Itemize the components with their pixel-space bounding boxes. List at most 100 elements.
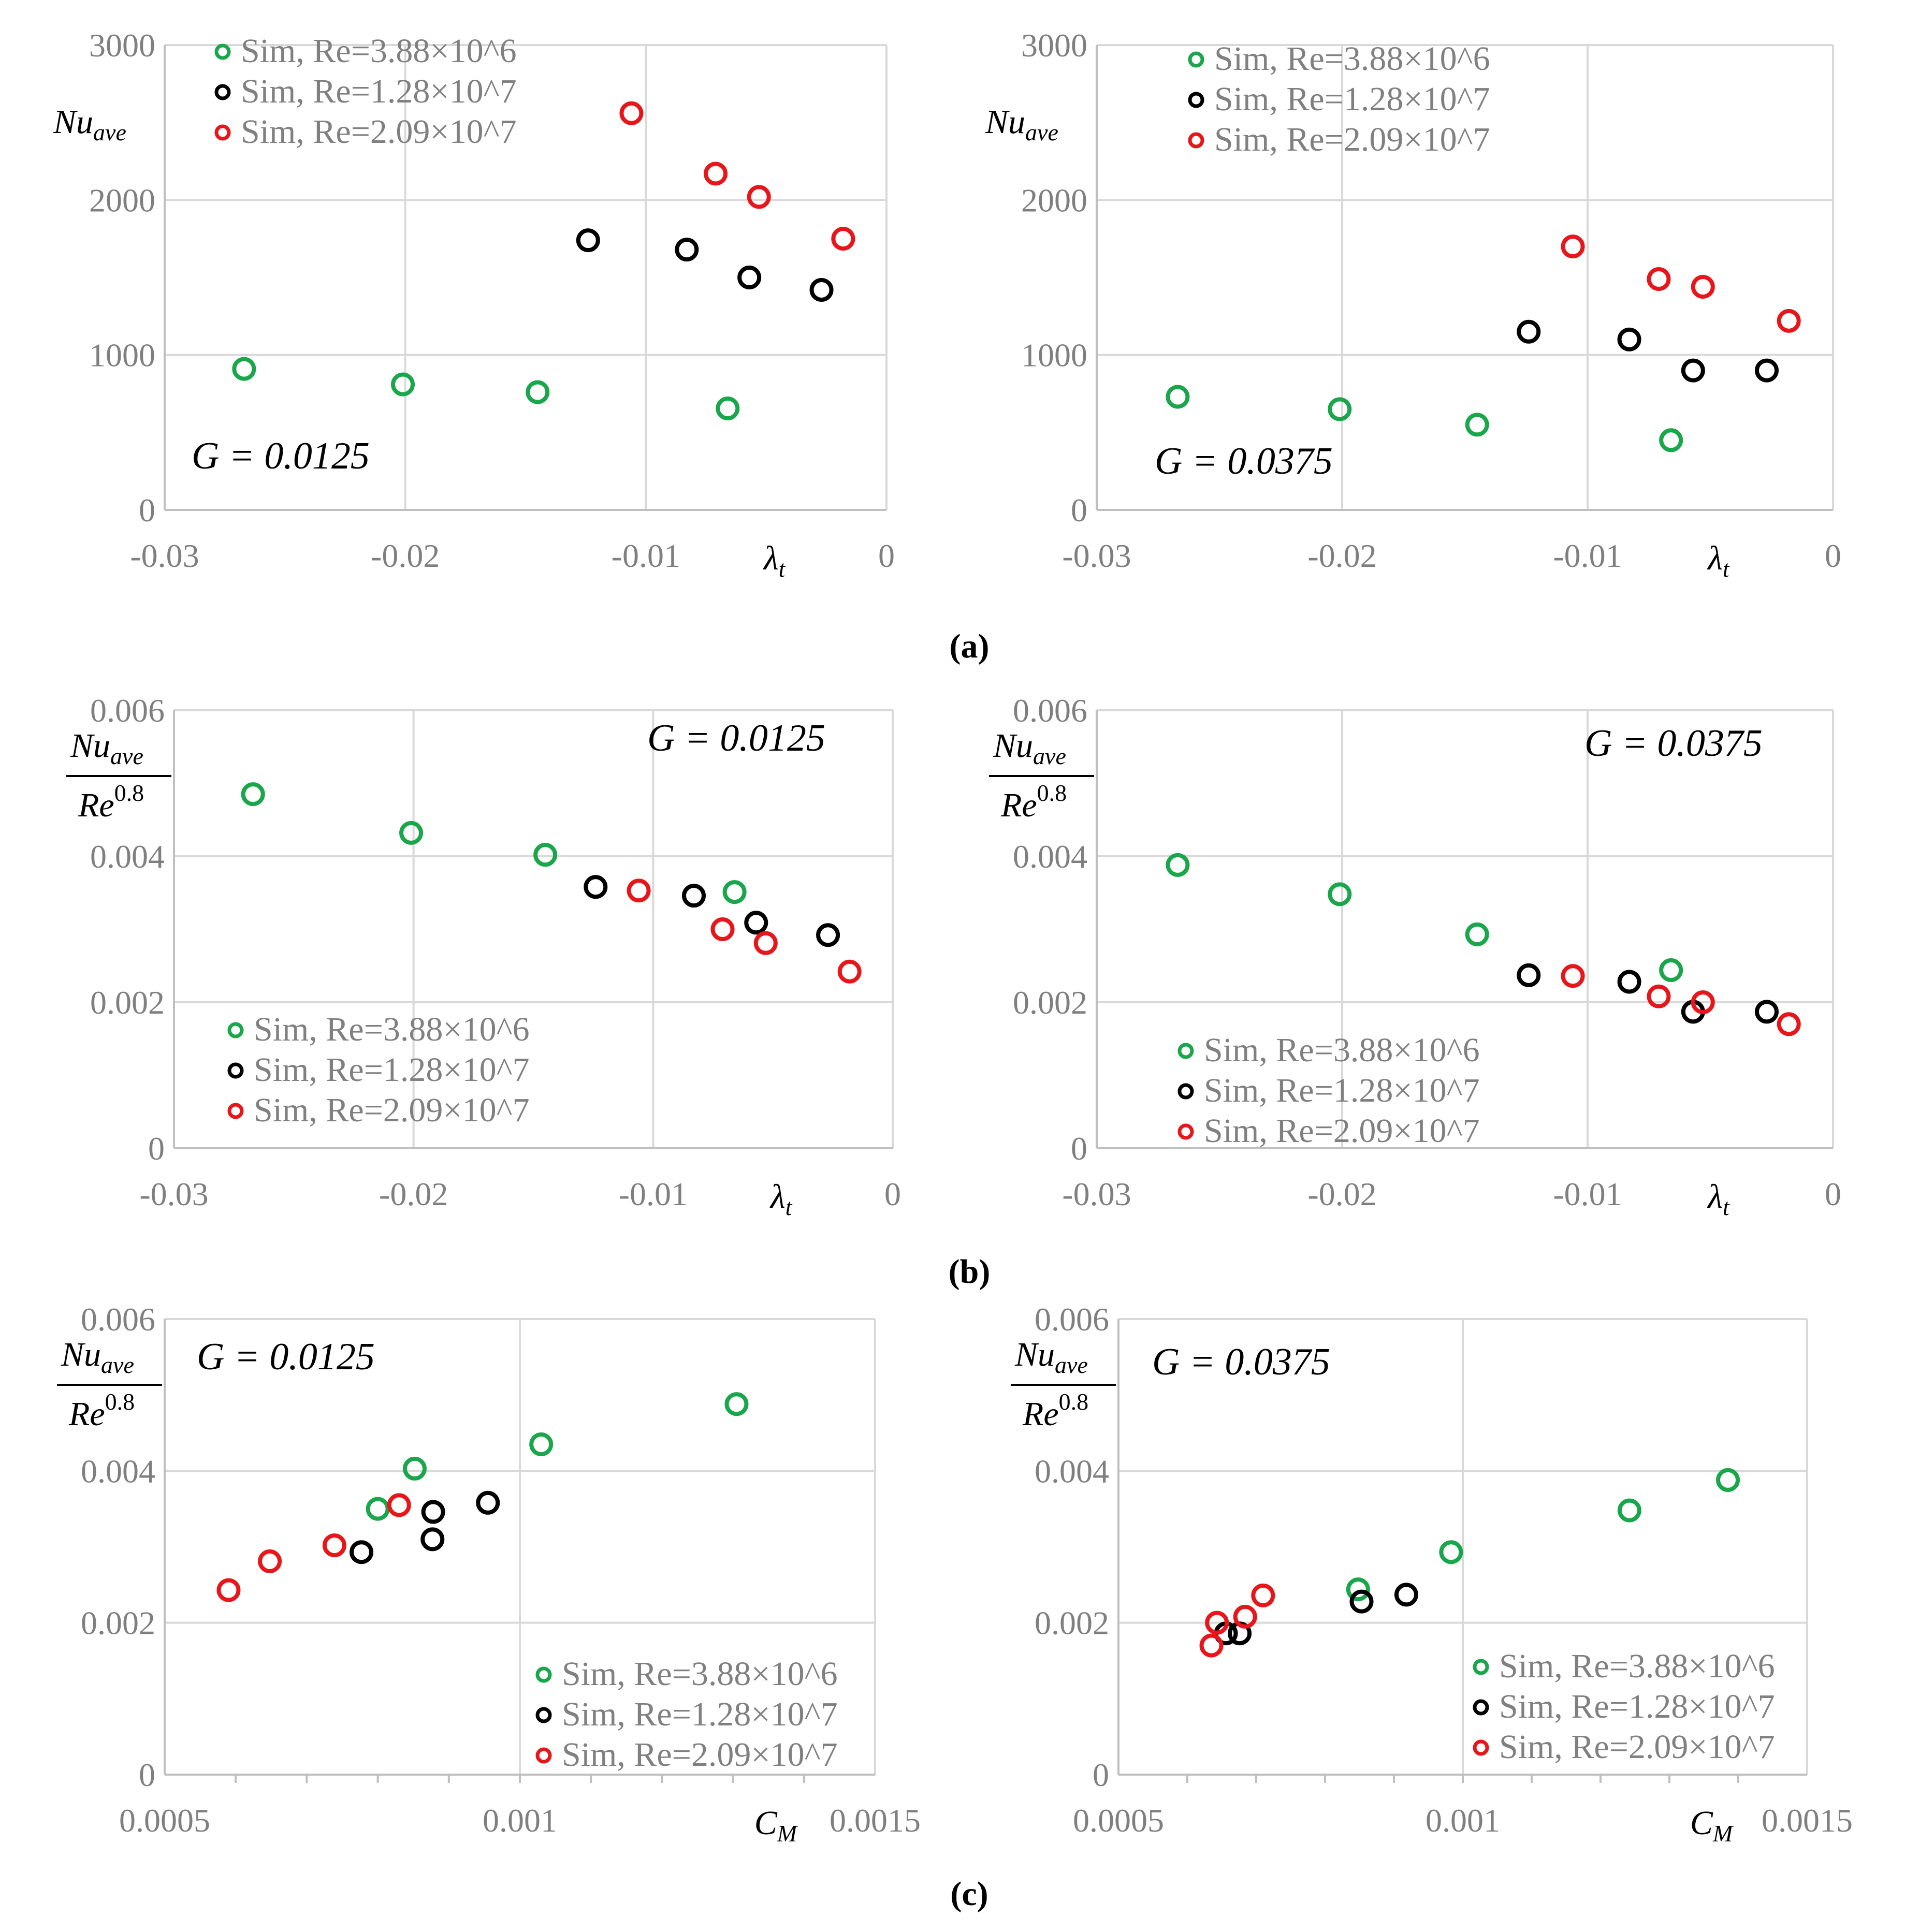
- legend-marker: [227, 1062, 244, 1079]
- data-point-green: [241, 782, 265, 807]
- data-point-red: [258, 1549, 282, 1573]
- chart-c-right: 0.0005 0.001 0.0015 0 0.002 0.004 0.006 CM Nuave…: [1011, 1301, 1853, 1847]
- x-tick-label: -0.01: [619, 1176, 688, 1212]
- data-point-red: [1647, 267, 1671, 291]
- legend-marker: [1177, 1083, 1194, 1100]
- y-tick-label: 0: [1071, 492, 1087, 529]
- x-tick-label: -0.02: [1307, 537, 1376, 574]
- y-tick-label: 0.002: [1035, 1605, 1109, 1642]
- data-point-green: [1659, 958, 1683, 982]
- y-tick-label: 1000: [1021, 337, 1087, 374]
- legend-marker: [214, 43, 231, 60]
- y-tick-label: 3000: [89, 27, 155, 64]
- data-point-green: [1465, 922, 1489, 946]
- data-point-green: [1328, 882, 1352, 906]
- legend-marker: [1473, 1659, 1489, 1675]
- y-tick-label: 0.006: [1035, 1301, 1109, 1338]
- data-point-black: [420, 1527, 445, 1552]
- legend-marker: [1188, 132, 1204, 149]
- data-point-red: [387, 1493, 411, 1517]
- legend-entry: Sim, Re=2.09×10^7: [1499, 1728, 1775, 1766]
- x-tick-label: 0: [878, 537, 895, 574]
- y-tick-label: 0.006: [81, 1301, 155, 1338]
- data-point-green: [1716, 1468, 1740, 1492]
- y-axis-label: Nuave: [53, 103, 126, 145]
- g-annotation: G = 0.0375: [1584, 722, 1763, 765]
- data-point-black: [1517, 963, 1541, 987]
- g-annotation: G = 0.0125: [647, 717, 825, 759]
- data-point-black: [737, 266, 762, 289]
- x-tick-label: 0.0015: [830, 1802, 921, 1839]
- legend-marker: [1177, 1123, 1194, 1140]
- data-point-red: [1691, 990, 1715, 1014]
- data-point-black: [675, 238, 699, 262]
- legend-entry: Sim, Re=3.88×10^6: [1499, 1647, 1775, 1685]
- legend-entry: Sim, Re=1.28×10^7: [1214, 80, 1490, 118]
- data-point-green: [529, 1432, 554, 1456]
- x-tick-label: -0.01: [1553, 1176, 1622, 1212]
- legend-entry: Sim, Re=2.09×10^7: [1204, 1112, 1480, 1150]
- data-point-black: [1617, 327, 1641, 352]
- data-point-red: [1561, 964, 1585, 988]
- x-tick-label: -0.01: [612, 537, 680, 574]
- x-tick-label: -0.02: [1307, 1176, 1376, 1212]
- x-tick-label: 0: [1825, 1176, 1841, 1212]
- y-tick-label: 0.004: [90, 838, 165, 875]
- g-annotation: G = 0.0125: [197, 1336, 375, 1378]
- data-point-green: [1617, 1498, 1641, 1523]
- legend-marker: [1473, 1739, 1489, 1756]
- panel-label-b: (b): [949, 1253, 991, 1291]
- x-tick-label: 0.001: [483, 1802, 557, 1839]
- g-annotation: G = 0.0375: [1152, 1341, 1330, 1383]
- data-point-red: [1647, 984, 1671, 1008]
- x-tick-label: -0.01: [1553, 537, 1622, 574]
- legend-entry: Sim, Re=3.88×10^6: [1204, 1031, 1480, 1069]
- legend-marker: [535, 1747, 552, 1764]
- data-point-red: [704, 162, 728, 186]
- legend-marker: [1188, 51, 1204, 68]
- x-axis-label: λt: [1707, 1178, 1730, 1220]
- data-point-red: [1251, 1583, 1275, 1607]
- y-tick-label: 3000: [1021, 27, 1087, 64]
- y-axis-label-numerator: Nuave: [1014, 1336, 1088, 1378]
- legend-marker: [535, 1666, 552, 1683]
- x-axis-label: λt: [763, 539, 786, 582]
- data-point-black: [584, 875, 608, 899]
- data-point-black: [1755, 1000, 1779, 1024]
- data-point-black: [1755, 358, 1779, 383]
- x-tick-label: -0.02: [379, 1176, 448, 1212]
- data-point-green: [1346, 1577, 1370, 1602]
- data-point-green: [533, 843, 558, 867]
- x-axis-label: λt: [1707, 539, 1730, 582]
- panel-label-c: (c): [950, 1875, 988, 1913]
- data-point-green: [391, 372, 415, 397]
- legend-entry: Sim, Re=2.09×10^7: [562, 1736, 838, 1774]
- chart-a-right: -0.03 -0.02 -0.01 0 0 1000 2000 3000 λt Nuave G = …: [985, 27, 1841, 582]
- data-point-black: [809, 277, 834, 302]
- legend-entry: Sim, Re=3.88×10^6: [254, 1011, 530, 1048]
- legend-marker: [535, 1707, 552, 1723]
- legend-marker: [214, 124, 231, 141]
- chart-b-right: -0.03 -0.02 -0.01 0 0 0.002 0.004 0.006 λt Nuave R…: [989, 692, 1841, 1220]
- legend-entry: Sim, Re=3.88×10^6: [562, 1655, 838, 1693]
- x-axis-label: CM: [754, 1804, 798, 1847]
- y-axis-label-numerator: Nuave: [70, 727, 143, 769]
- data-point-green: [402, 1456, 427, 1481]
- data-point-red: [753, 931, 778, 955]
- legend-marker: [1177, 1043, 1194, 1059]
- g-annotation: G = 0.0125: [192, 435, 370, 477]
- x-tick-label: 0.0005: [119, 1802, 210, 1839]
- data-point-red: [1777, 1012, 1801, 1036]
- y-tick-label: 2000: [89, 182, 155, 218]
- data-point-black: [350, 1540, 374, 1564]
- legend-marker: [227, 1103, 244, 1119]
- data-point-green: [1166, 385, 1190, 409]
- data-point-green: [1328, 397, 1352, 421]
- x-tick-label: 0: [884, 1176, 901, 1212]
- data-point-red: [627, 879, 651, 903]
- x-tick-label: 0.0015: [1762, 1802, 1853, 1839]
- x-tick-label: -0.03: [1062, 537, 1131, 574]
- y-tick-label: 1000: [89, 337, 155, 374]
- data-point-red: [837, 959, 862, 984]
